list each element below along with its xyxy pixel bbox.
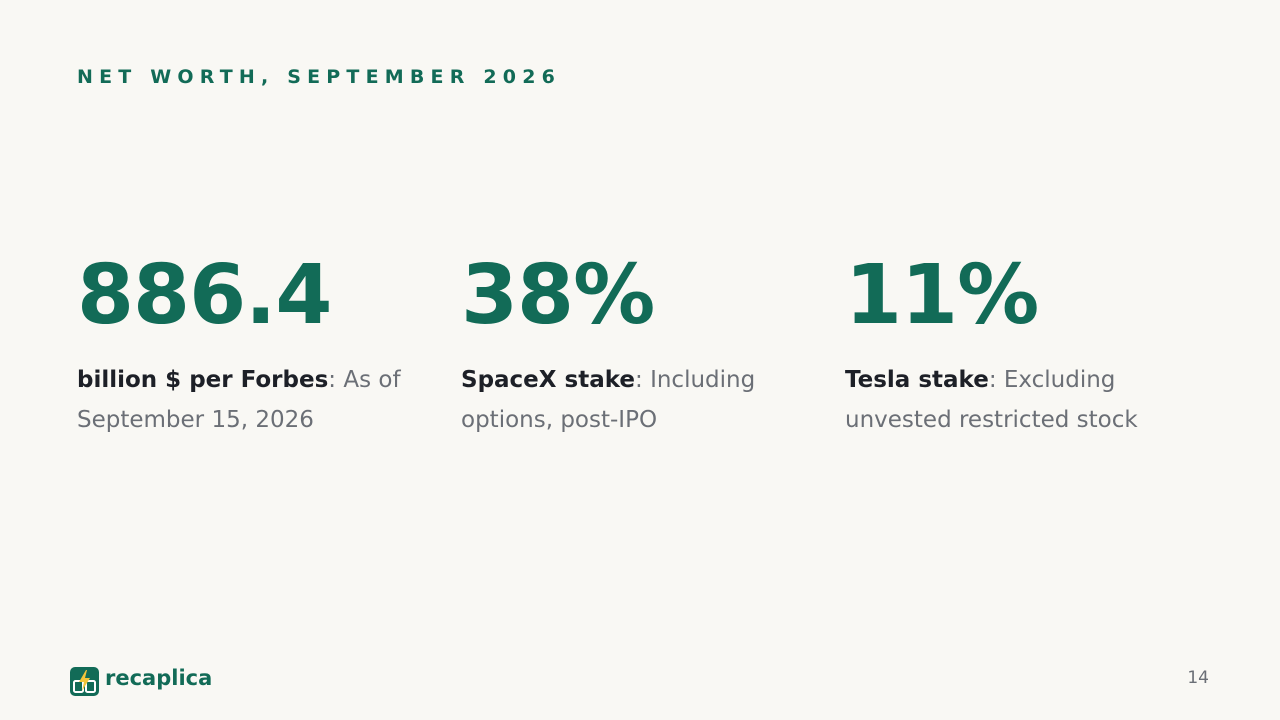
stat-value: 11% (845, 248, 1039, 343)
brand-name: recaplica (105, 665, 213, 690)
brand-logo: recaplica (70, 665, 213, 696)
stat-separator: : (328, 367, 337, 393)
stat-caption: SpaceX stake: Including options, post-IP… (461, 360, 821, 440)
stat-detail: Excluding unvested restricted stock (845, 367, 1138, 433)
lightning-book-icon (70, 667, 99, 696)
stat-value: 886.4 (77, 248, 332, 343)
page-number: 14 (1187, 668, 1209, 688)
stat-tesla-stake: 11% Tesla stake: Excluding unvested rest… (845, 250, 1205, 440)
stat-value: 38% (461, 248, 655, 343)
stat-label: billion $ per Forbes (77, 367, 329, 393)
stat-spacex-stake: 38% SpaceX stake: Including options, pos… (461, 250, 821, 440)
stat-net-worth: 886.4 billion $ per Forbes: As of Septem… (77, 250, 437, 440)
stat-label: SpaceX stake (461, 367, 636, 393)
stat-caption: billion $ per Forbes: As of September 15… (77, 360, 437, 440)
stat-detail: Including options, post-IPO (461, 367, 756, 433)
stat-caption: Tesla stake: Excluding unvested restrict… (845, 360, 1205, 440)
stat-separator: : (635, 367, 643, 393)
stat-detail: As of September 15, 2026 (77, 367, 401, 433)
stat-label: Tesla stake (845, 367, 989, 393)
slide-eyebrow-title: NET WORTH, SEPTEMBER 2026 (77, 66, 562, 88)
stat-separator: : (988, 367, 997, 393)
